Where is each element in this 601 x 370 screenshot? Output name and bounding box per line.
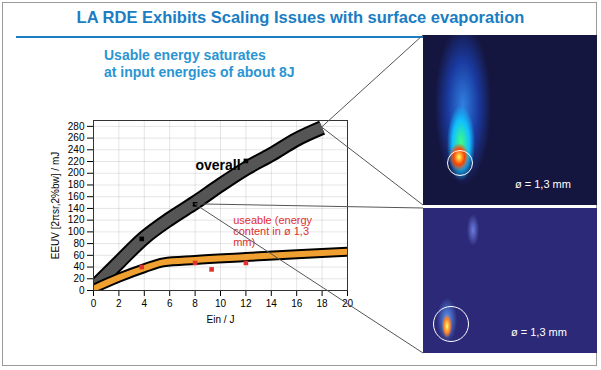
html-text:LA RDE Exhibits Scaling Issues: LA RDE Exhibits Scaling Issues with surf… — [76, 8, 525, 26]
html-text:ø = 1,3 mm: ø = 1,3 mm — [515, 178, 571, 190]
svg-text:Ein / J: Ein / J — [207, 314, 235, 325]
html-text:Usable energy saturates: Usable energy saturates — [104, 47, 266, 63]
svg-text:180: 180 — [68, 179, 85, 190]
svg-text:20: 20 — [73, 273, 85, 284]
svg-text:12: 12 — [240, 298, 252, 309]
svg-text:14: 14 — [266, 298, 278, 309]
svg-text:0: 0 — [91, 298, 97, 309]
svg-text:6: 6 — [167, 298, 173, 309]
svg-text:240: 240 — [68, 144, 85, 155]
svg-text:260: 260 — [68, 132, 85, 143]
svg-text:100: 100 — [68, 226, 85, 237]
svg-text:200: 200 — [68, 167, 85, 178]
svg-text:EEUV [2πsr,2%bw] / mJ: EEUV [2πsr,2%bw] / mJ — [50, 152, 61, 260]
svg-text:140: 140 — [68, 203, 85, 214]
svg-text:0: 0 — [79, 285, 85, 296]
svg-text:40: 40 — [73, 261, 85, 272]
svg-text:useable (energycontent in ø 1,: useable (energycontent in ø 1,3mm) — [233, 214, 312, 248]
svg-text:120: 120 — [68, 214, 85, 225]
svg-text:4: 4 — [142, 298, 148, 309]
svg-text:20: 20 — [342, 298, 354, 309]
svg-text:10: 10 — [215, 298, 227, 309]
svg-text:160: 160 — [68, 191, 85, 202]
svg-text:80: 80 — [73, 238, 85, 249]
html-text:at input energies of about 8J: at input energies of about 8J — [104, 64, 295, 80]
svg-text:16: 16 — [291, 298, 303, 309]
svg-text:220: 220 — [68, 156, 85, 167]
html-text:ø = 1,3 mm: ø = 1,3 mm — [511, 326, 567, 338]
svg-text:overall: overall — [195, 157, 240, 173]
svg-text:8: 8 — [192, 298, 198, 309]
svg-text:60: 60 — [73, 250, 85, 261]
svg-text:2: 2 — [116, 298, 122, 309]
svg-text:18: 18 — [317, 298, 329, 309]
svg-text:280: 280 — [68, 121, 85, 132]
